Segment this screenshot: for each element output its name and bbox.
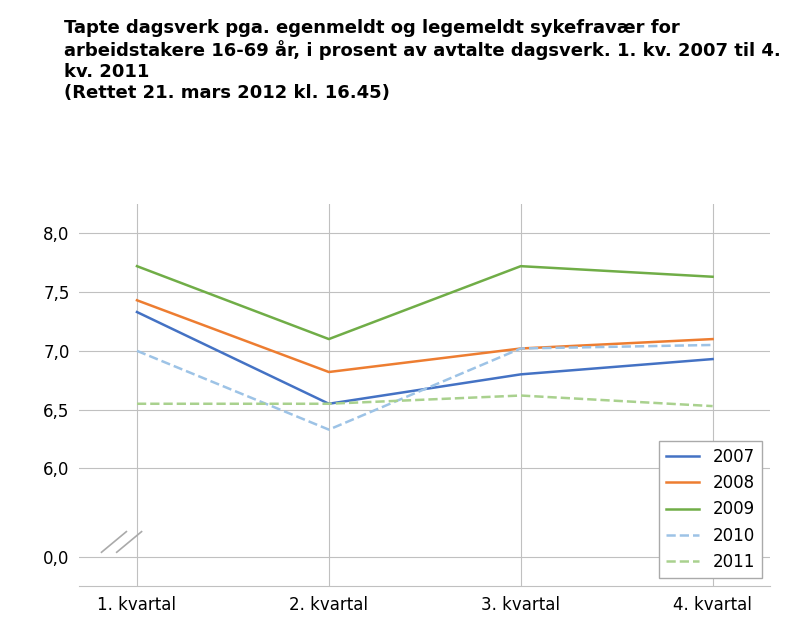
2009 — [516, 262, 526, 270]
2011 — [708, 403, 718, 410]
2007 — [324, 400, 333, 408]
Text: Tapte dagsverk pga. egenmeldt og legemeldt sykefravær for arbeidstakere 16-69 år: Tapte dagsverk pga. egenmeldt og legemel… — [64, 19, 781, 102]
2007 — [708, 355, 718, 363]
Line: 2008: 2008 — [137, 300, 713, 372]
Line: 2011: 2011 — [137, 396, 713, 406]
Line: 2009: 2009 — [137, 266, 713, 339]
2008 — [516, 345, 526, 352]
2007 — [132, 308, 141, 316]
2009 — [132, 262, 141, 270]
2011 — [132, 400, 141, 408]
2007 — [516, 371, 526, 378]
2008 — [132, 296, 141, 304]
2010 — [708, 341, 718, 349]
Legend: 2007, 2008, 2009, 2010, 2011: 2007, 2008, 2009, 2010, 2011 — [660, 441, 762, 578]
2010 — [516, 345, 526, 352]
2008 — [324, 368, 333, 376]
2010 — [132, 347, 141, 355]
2011 — [516, 392, 526, 399]
2009 — [324, 335, 333, 343]
2010 — [324, 426, 333, 433]
Line: 2007: 2007 — [137, 312, 713, 404]
Line: 2010: 2010 — [137, 345, 713, 429]
2009 — [708, 273, 718, 280]
2008 — [708, 335, 718, 343]
2011 — [324, 400, 333, 408]
